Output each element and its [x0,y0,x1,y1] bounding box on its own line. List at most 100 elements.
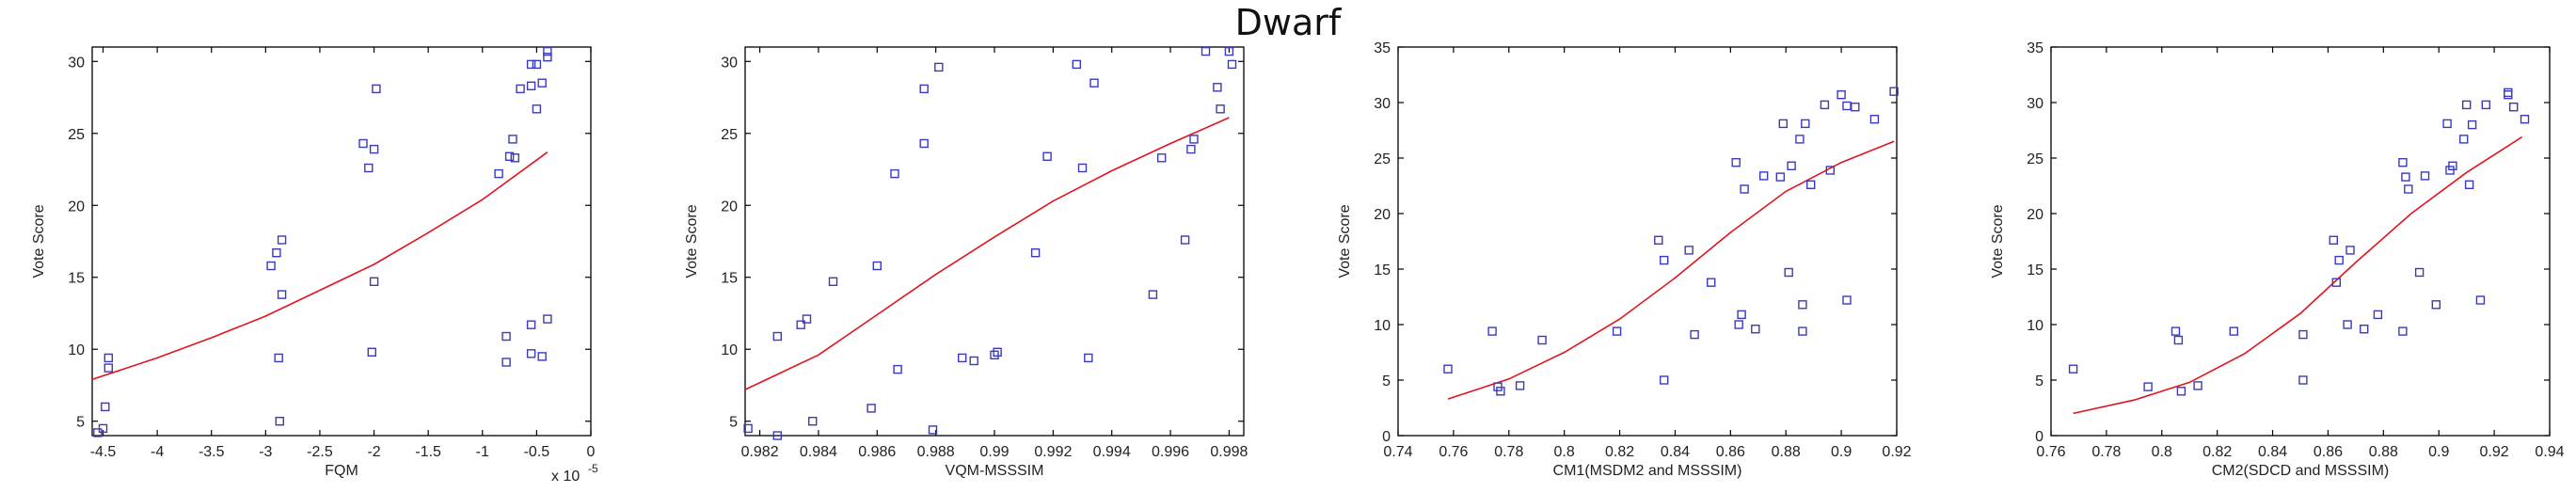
y-tick-label: 5 [2035,374,2043,390]
x-tick-label: 0.994 [1093,444,1131,460]
y-tick-label: 15 [1374,262,1391,278]
data-point [1684,246,1693,255]
data-point [1084,353,1093,363]
data-point [1706,278,1716,287]
data-point [2359,325,2369,334]
data-point [1842,101,1852,111]
data-point [1734,320,1743,329]
x-tick-label: 0.78 [1494,444,1523,460]
figure-title: Dwarf [1234,2,1342,43]
y-axis-label: Vote Score [1990,204,2006,278]
data-point [1778,119,1789,129]
data-point [2398,157,2408,167]
data-point [1775,172,1786,182]
data-point [1784,267,1793,278]
data-point [1072,59,1082,70]
x-tick-label: 0.8 [2152,444,2172,460]
x-axis-label: FQM [325,463,358,479]
data-point [2504,87,2513,98]
x-tick-label: 0.88 [1772,444,1801,460]
data-point [103,363,114,373]
data-point [2445,166,2455,175]
y-tick-label: 20 [721,199,738,215]
data-point [1156,153,1167,163]
data-point [1795,135,1805,144]
data-point [1801,119,1810,129]
data-point [2475,295,2486,305]
data-point [2504,89,2513,100]
data-point [1825,166,1836,175]
data-point [543,314,552,324]
y-tick-label: 0 [2035,429,2043,445]
y-tick-label: 10 [721,342,738,358]
data-point [2143,382,2153,391]
data-point [1842,295,1852,305]
data-point [508,135,517,144]
data-point [1787,161,1796,171]
data-point [2404,184,2413,194]
data-point [367,347,376,357]
data-point [828,277,838,286]
plot-frame [1397,46,1898,437]
data-point [919,138,929,149]
data-point [1740,184,1749,194]
x-tick-label: 0.988 [917,444,955,460]
x-tick-label: 0.86 [1716,444,1745,460]
y-tick-label: 30 [1374,96,1391,112]
x-tick-label: 0.986 [858,444,896,460]
data-point [919,84,929,94]
data-point [2508,102,2519,112]
y-tick-label: 15 [721,271,738,287]
x-tick-label: 0.998 [1210,444,1248,460]
data-point [2467,119,2477,130]
y-tick-label: 5 [729,415,738,431]
data-point [1077,163,1088,173]
data-point [1612,326,1622,336]
data-point [2520,114,2530,124]
x-tick-label: -1 [476,444,489,460]
data-point [2176,387,2186,396]
x-tick-label: 0.88 [2369,444,2398,460]
data-point [2173,335,2184,345]
chart-cm1: 0.74 0.76 0.78 0.8 0.82 0.84 0.86 0.88 0.9 0.92 0 5… [1337,40,1912,479]
y-tick-label: 5 [1382,374,1391,390]
data-point [2329,235,2339,246]
data-point [494,168,503,179]
data-point [1654,235,1663,246]
data-point [934,62,944,72]
data-point [372,84,381,94]
data-point [867,404,876,413]
data-point [1180,235,1190,245]
chart-vqm-msssim: 0.982 0.984 0.986 0.988 0.99 0.992 0.994 0.996 0… [684,46,1248,479]
x-axis-multiplier: x 10 [551,469,580,485]
data-point [266,261,276,271]
data-point [2068,364,2078,374]
y-tick-label: 30 [68,55,85,71]
data-point [1496,387,1505,396]
y-axis-label: Vote Score [1337,204,1353,278]
x-tick-label: 0.86 [2314,444,2343,460]
y-tick-label: 20 [1374,207,1391,223]
x-tick-label: 0.984 [800,444,837,460]
fit-curve [744,117,1230,390]
data-point [2420,171,2430,181]
data-point [364,163,374,173]
data-point [2458,135,2469,144]
data-point [1515,381,1525,390]
data-point [2334,255,2344,265]
data-point [958,353,967,363]
chart-cm2: 0.76 0.78 0.8 0.82 0.84 0.86 0.88 0.9 0.92 0.94 0 5… [1990,40,2565,479]
data-point [1869,114,1880,124]
data-point [510,153,519,163]
x-tick-label: -4.5 [90,444,117,460]
data-point [369,144,379,154]
data-point [98,423,108,434]
data-point [1798,300,1807,310]
x-tick-label: 0.84 [1661,444,1690,460]
data-point [1227,59,1237,70]
y-tick-label: 5 [76,415,85,431]
data-point [2481,100,2491,110]
data-point [796,320,805,329]
x-tick-label: -2.5 [307,444,333,460]
